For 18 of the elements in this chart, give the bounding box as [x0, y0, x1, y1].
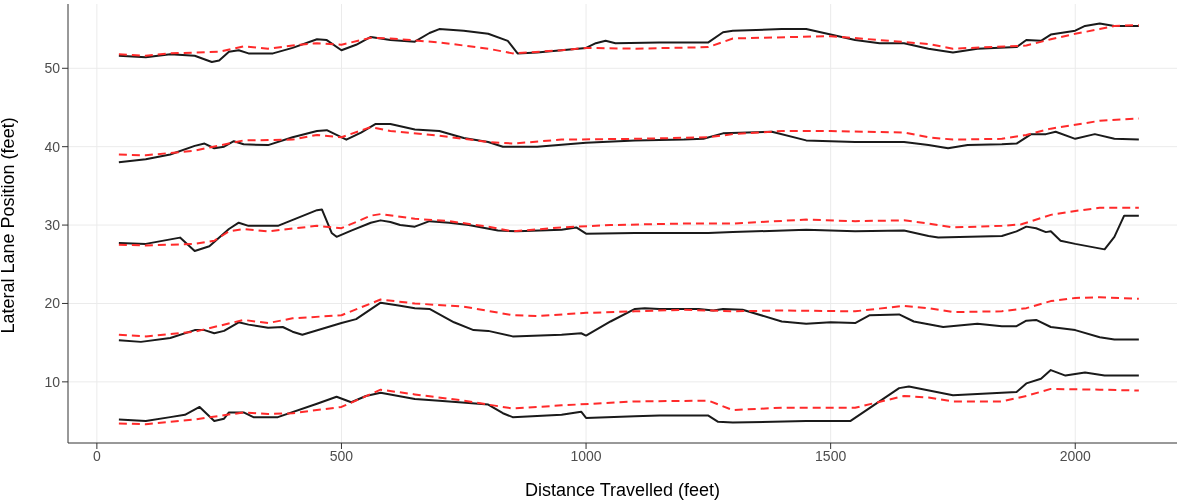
line-series	[117, 24, 1140, 57]
y-tick-label: 40	[44, 138, 61, 155]
y-tick-label: 30	[44, 217, 61, 234]
x-tick-label: 1500	[815, 447, 847, 464]
y-tick-label: 50	[44, 60, 61, 77]
line-series	[117, 369, 1140, 424]
y-tick-label: 20	[44, 295, 61, 312]
x-axis-title: Distance Travelled (feet)	[524, 480, 721, 500]
y-tick-label: 10	[44, 373, 61, 390]
line-series	[117, 22, 1140, 64]
line-series	[117, 117, 1140, 157]
x-tick-label: 1000	[570, 447, 602, 464]
y-axis-title: Lateral Lane Position (feet)	[0, 117, 19, 334]
line-series	[117, 387, 1140, 426]
line-series	[117, 122, 1140, 164]
x-tick-label: 2000	[1059, 447, 1092, 464]
x-tick-label: 500	[329, 447, 354, 464]
x-tick-label: 0	[92, 447, 101, 464]
